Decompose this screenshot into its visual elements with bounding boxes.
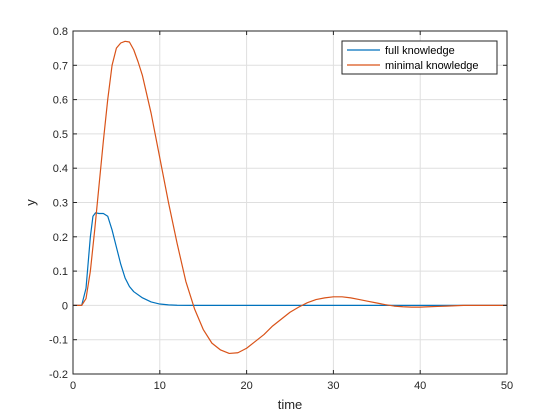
legend-label: full knowledge — [385, 45, 455, 57]
legend-box — [341, 40, 498, 75]
x-tick-label: 20 — [240, 380, 252, 392]
y-tick-label: 0.4 — [53, 163, 68, 175]
y-tick-label: -0.2 — [49, 369, 68, 381]
y-tick-label: 0.1 — [53, 266, 68, 278]
y-tick-label: -0.1 — [49, 335, 68, 347]
y-tick-label: 0.7 — [53, 60, 68, 72]
y-tick-label: 0.2 — [53, 232, 68, 244]
x-tick-label: 30 — [327, 380, 339, 392]
y-axis-label: y — [23, 199, 38, 206]
y-tick-label: 0.8 — [53, 26, 68, 38]
y-tick-label: 0 — [62, 300, 68, 312]
series-line-2 — [73, 40, 507, 355]
tick-layer: 0 10 20 30 40 50 -0.2 -0.1 0 0.1 0.2 0.3 0.4 0.5 0.6 0.… — [49, 26, 513, 392]
series-layer — [73, 40, 507, 355]
legend: full knowledge minimal knowledge — [341, 40, 498, 75]
x-axis-label: time — [278, 397, 303, 412]
y-tick-label: 0.3 — [53, 198, 68, 210]
y-tick-label: 0.5 — [53, 129, 68, 141]
x-tick-label: 0 — [70, 380, 76, 392]
y-tick-label: 0.6 — [53, 95, 68, 107]
series-line-1 — [73, 212, 507, 306]
x-tick-label: 10 — [154, 380, 166, 392]
legend-label: minimal knowledge — [385, 60, 479, 72]
x-tick-label: 50 — [501, 380, 513, 392]
x-tick-label: 40 — [414, 380, 426, 392]
